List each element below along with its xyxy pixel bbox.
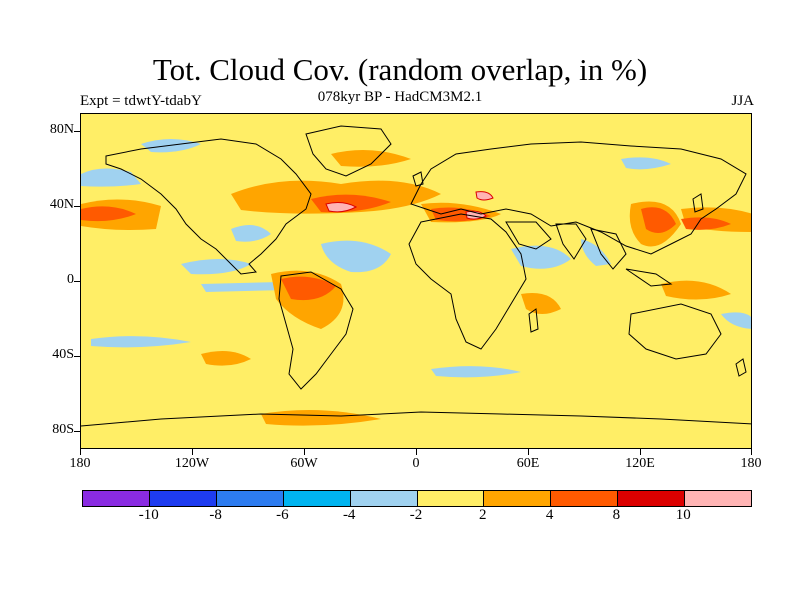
colorbar-swatch xyxy=(417,491,485,506)
map-panel xyxy=(80,113,752,449)
lon-tick xyxy=(416,449,417,455)
colorbar xyxy=(82,490,752,507)
lat-label-0: 0 xyxy=(67,272,74,287)
lat-label-80s: 80S xyxy=(52,422,74,437)
lat-tick xyxy=(74,281,80,282)
lon-tick xyxy=(80,449,81,455)
lon-tick xyxy=(640,449,641,455)
colorbar-swatch xyxy=(618,491,686,506)
colorbar-swatch xyxy=(350,491,418,506)
coastlines xyxy=(81,125,751,427)
lat-tick xyxy=(74,206,80,207)
plot-title: Tot. Cloud Cov. (random overlap, in %) xyxy=(152,52,648,87)
colorbar-label: -4 xyxy=(342,507,356,523)
colorbar-swatch xyxy=(484,491,552,506)
colorbar-label: -8 xyxy=(209,507,222,523)
season-label: JJA xyxy=(731,93,754,109)
colorbar-swatch xyxy=(551,491,619,506)
lon-label-0: 0 xyxy=(412,456,420,471)
lon-label-60e: 60E xyxy=(516,456,540,471)
lat-tick xyxy=(74,356,80,357)
colorbar-swatch xyxy=(685,491,752,506)
lon-label-60w: 60W xyxy=(290,456,318,471)
lat-tick xyxy=(74,431,80,432)
lon-tick xyxy=(528,449,529,455)
colorbar-swatch xyxy=(149,491,217,506)
lat-label-40n: 40N xyxy=(49,197,74,212)
map-background xyxy=(81,114,751,448)
lon-tick xyxy=(304,449,305,455)
lon-label-120w: 120W xyxy=(174,456,210,471)
lon-tick xyxy=(751,449,752,455)
lon-label-180e: 180 xyxy=(740,456,762,471)
colorbar-swatch xyxy=(283,491,351,506)
lat-tick xyxy=(74,131,80,132)
colorbar-label: 4 xyxy=(545,507,554,523)
lon-label-180w: 180 xyxy=(69,456,91,471)
colorbar-label: -10 xyxy=(138,507,159,523)
lon-label-120e: 120E xyxy=(625,456,655,471)
colorbar-label: 2 xyxy=(479,507,487,523)
lat-label-40s: 40S xyxy=(52,347,74,362)
colorbar-swatch xyxy=(83,491,150,506)
map-canvas xyxy=(81,114,751,448)
anomaly-patches xyxy=(81,139,751,426)
experiment-label: Expt = tdwtY-tdabY xyxy=(80,93,202,109)
plot-subtitle: 078kyr BP - HadCM3M2.1 xyxy=(317,89,483,105)
lon-tick xyxy=(192,449,193,455)
colorbar-label: -6 xyxy=(276,507,289,523)
colorbar-label: -2 xyxy=(409,507,423,523)
colorbar-label: 8 xyxy=(612,507,621,523)
colorbar-label: 10 xyxy=(675,507,691,523)
lat-label-80n: 80N xyxy=(49,122,74,137)
colorbar-swatch xyxy=(216,491,284,506)
